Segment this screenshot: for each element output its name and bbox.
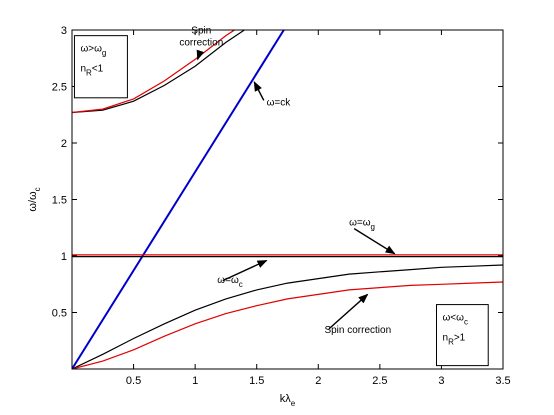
y-tick-label-5: 3 <box>61 25 67 37</box>
annotation-1-main: ω=ck <box>267 98 292 109</box>
y-tick-label-3: 2 <box>61 138 67 150</box>
series-line-4 <box>72 30 285 369</box>
annotation-4-main: Spin correction <box>324 325 391 336</box>
x-tick-label-4: 2.5 <box>372 375 387 387</box>
x-tick-label-2: 1.5 <box>249 375 264 387</box>
ticks-layer: 0.5 1 1.5 2 2.5 3 3.5 0.5 1 1.5 2 2.5 3 <box>52 25 511 387</box>
series-line-1 <box>72 281 503 369</box>
series-line-3 <box>72 30 235 114</box>
annotation-1: ω=ck <box>267 98 292 109</box>
x-axis-label-sub: e <box>291 399 296 408</box>
annotation-0-line-1: correction <box>179 37 223 48</box>
legend-box-1-line-0: ω<ωc <box>443 313 468 327</box>
annotation-2-main: ω=ω <box>349 217 371 228</box>
annotation-0-line-0: Spin <box>191 25 211 36</box>
legend-box-0-line-0-main: ω>ω <box>80 44 102 55</box>
x-tick-label-1: 1 <box>192 375 198 387</box>
legend-box-1 <box>436 304 489 367</box>
y-tick-label-2: 1.5 <box>52 195 67 207</box>
x-tick-label-0: 0.5 <box>126 375 141 387</box>
y-tick-label-4: 2.5 <box>52 82 67 94</box>
annotation-arrow-1 <box>253 81 265 101</box>
legend-box-1-line-1-main: n <box>443 333 449 344</box>
annotation-3-sub: c <box>239 280 243 289</box>
legend-box-0-line-0: ω>ωg <box>80 44 106 58</box>
annotation-2: ω=ωg <box>349 217 375 231</box>
legend-box-0-line-0-sub: g <box>102 49 106 58</box>
y-axis-label-group: ω/ωc <box>27 187 42 211</box>
legend-box-0-line-1: nR<1 <box>80 64 103 78</box>
y-axis-label: ω/ωc <box>27 187 42 211</box>
series-layer <box>72 30 503 369</box>
series-line-2 <box>72 30 245 114</box>
annotation-arrow-3 <box>222 259 268 282</box>
legend-box-1-line-1-sub: R <box>448 338 454 347</box>
y-tick-label-1: 1 <box>61 251 67 263</box>
legend-box-1-line-0-sub: c <box>464 318 468 327</box>
legend-box-0-line-1-sub: R <box>86 69 92 78</box>
x-tick-label-6: 3.5 <box>495 375 510 387</box>
annotation-arrow-2 <box>353 228 396 255</box>
legend-box-0-line-1-main: n <box>80 64 86 75</box>
legend-box-0 <box>73 35 128 99</box>
annotation-0: Spin correction <box>179 25 223 48</box>
x-tick-label-3: 2 <box>315 375 321 387</box>
series-line-0 <box>72 264 503 369</box>
legend-box-1-line-0-main: ω<ω <box>443 313 465 324</box>
y-axis-label-sub: c <box>33 187 42 191</box>
legend-box-1-line-1: nR>1 <box>443 333 466 347</box>
legend-box-0-line-1-tail: <1 <box>92 64 104 75</box>
annotation-arrow-4 <box>328 293 369 330</box>
x-axis-label: kλe <box>280 393 296 408</box>
legend-box-1-line-1-tail: >1 <box>454 333 466 344</box>
annotation-2-sub: g <box>371 222 375 231</box>
x-axis-label-main: kλ <box>280 393 292 405</box>
y-tick-label-0: 0.5 <box>52 308 67 320</box>
x-tick-label-5: 3 <box>438 375 444 387</box>
y-axis-label-main: ω/ω <box>27 191 39 212</box>
annotation-4: Spin correction <box>324 325 391 336</box>
annotation-3: ω=ωc <box>217 275 242 289</box>
annotation-arrow-0 <box>196 49 205 61</box>
annotation-3-main: ω=ω <box>217 275 239 286</box>
